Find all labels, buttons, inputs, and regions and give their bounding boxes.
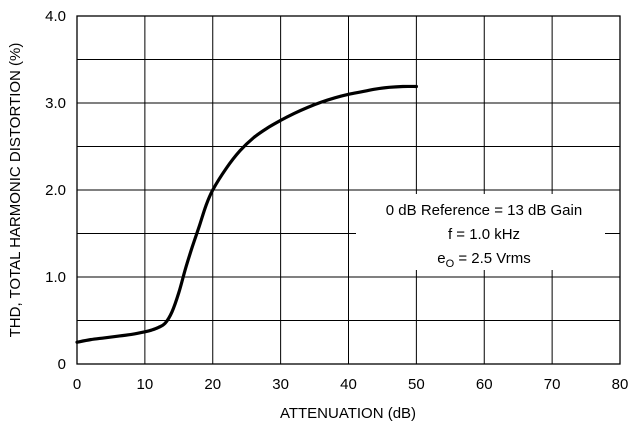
x-tick-label: 80 <box>612 376 629 393</box>
x-tick-labels: 0 10 20 30 40 50 60 70 80 <box>73 376 629 393</box>
x-tick-label: 60 <box>476 376 493 393</box>
annotation-reference: 0 dB Reference = 13 dB Gain <box>386 202 582 219</box>
y-tick-labels: 0 1.0 2.0 3.0 4.0 <box>45 8 66 373</box>
x-tick-label: 10 <box>137 376 154 393</box>
y-tick-label: 4.0 <box>45 8 66 25</box>
y-tick-label: 0 <box>58 356 66 373</box>
annotation-box <box>356 194 605 270</box>
x-tick-label: 30 <box>272 376 289 393</box>
thd-curve <box>75 84 418 344</box>
plot-frame <box>76 15 621 365</box>
annotation-output-voltage: eO = 2.5 Vrms <box>437 250 530 270</box>
x-tick-label: 20 <box>204 376 221 393</box>
grid <box>76 15 621 365</box>
y-tick-label: 1.0 <box>45 269 66 286</box>
y-axis-title: THD, TOTAL HARMONIC DISTORTION (%) <box>7 43 24 338</box>
x-tick-label: 70 <box>544 376 561 393</box>
annotation-frequency: f = 1.0 kHz <box>448 226 520 243</box>
x-tick-label: 40 <box>340 376 357 393</box>
x-tick-label: 0 <box>73 376 81 393</box>
y-tick-label: 3.0 <box>45 95 66 112</box>
y-tick-label: 2.0 <box>45 182 66 199</box>
x-axis-title: ATTENUATION (dB) <box>280 405 416 422</box>
x-tick-label: 50 <box>408 376 425 393</box>
